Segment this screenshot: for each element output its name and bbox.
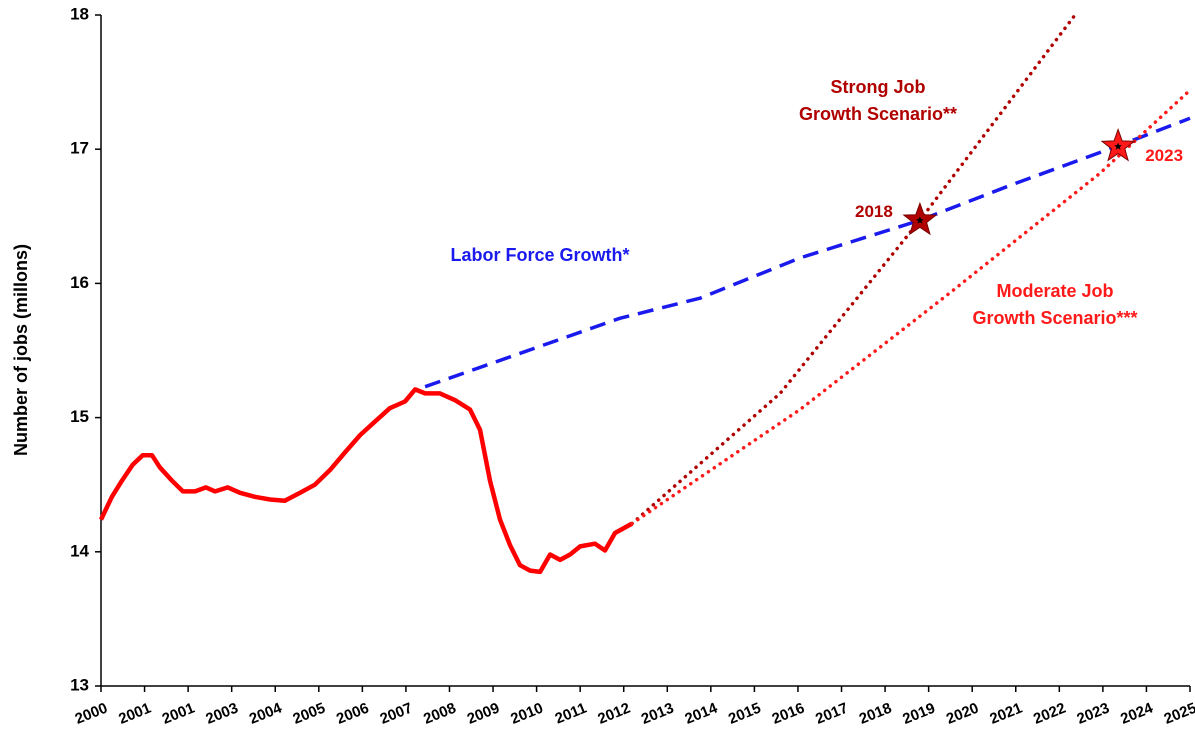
series-line xyxy=(98,387,634,575)
marker-label: 2018 xyxy=(855,202,893,221)
marker-label: 2023 xyxy=(1145,146,1183,165)
y-tick-label: 14 xyxy=(70,541,89,560)
star-center xyxy=(1114,142,1122,150)
y-tick-label: 17 xyxy=(70,139,89,158)
series-line xyxy=(630,88,1192,526)
y-tick-label: 18 xyxy=(70,4,89,23)
x-tick-label: 2017 xyxy=(813,700,850,728)
x-tick-label: 2000 xyxy=(73,700,110,728)
series-line xyxy=(630,13,1077,526)
y-tick-label: 13 xyxy=(70,675,89,694)
x-tick-label: 2004 xyxy=(247,699,285,728)
x-tick-label: 2016 xyxy=(770,700,807,728)
annotation: Labor Force Growth* xyxy=(450,245,629,265)
x-tick-label: 2014 xyxy=(683,699,721,728)
x-tick-label: 2001 xyxy=(116,700,153,728)
x-tick-label: 2003 xyxy=(203,700,240,728)
y-tick-label: 15 xyxy=(70,407,89,426)
x-tick-label: 2019 xyxy=(900,700,937,728)
x-tick-label: 2013 xyxy=(639,700,676,728)
x-tick-label: 2021 xyxy=(987,700,1024,728)
x-tick-label: 2022 xyxy=(1031,700,1068,728)
annotation: Strong Job xyxy=(831,77,926,97)
annotation: Moderate Job xyxy=(996,281,1113,301)
star-center xyxy=(916,216,924,224)
y-tick-label: 16 xyxy=(70,273,89,292)
x-tick-label: 2024 xyxy=(1118,699,1156,728)
series-line xyxy=(424,116,1191,389)
x-tick-label: 2011 xyxy=(553,700,590,728)
x-tick-label: 2018 xyxy=(857,700,894,728)
x-tick-label: 2023 xyxy=(1075,700,1112,728)
x-tick-label: 2020 xyxy=(944,700,981,728)
x-tick-label: 2025 xyxy=(1162,700,1195,728)
annotation: Growth Scenario** xyxy=(799,104,957,124)
x-tick-label: 2009 xyxy=(465,700,502,728)
x-tick-label: 2001 xyxy=(160,700,197,728)
x-tick-label: 2015 xyxy=(726,700,763,728)
x-tick-label: 2007 xyxy=(378,700,415,728)
x-tick-label: 2010 xyxy=(508,700,545,728)
x-tick-label: 2005 xyxy=(290,700,327,728)
annotation: Growth Scenario*** xyxy=(972,308,1137,328)
x-tick-label: 2008 xyxy=(421,700,458,728)
y-axis-label: Number of jobs (millons) xyxy=(11,244,31,456)
x-tick-label: 2012 xyxy=(595,700,632,728)
x-tick-label: 2006 xyxy=(334,700,371,728)
